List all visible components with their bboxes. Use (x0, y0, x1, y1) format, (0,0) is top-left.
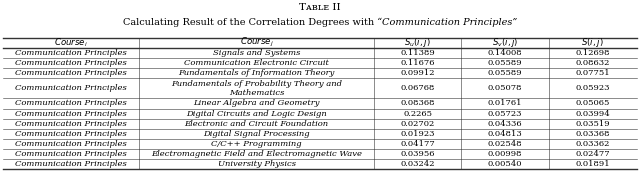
Text: Communication Principles”: Communication Principles” (0, 170, 1, 171)
Text: $S(i,j)$: $S(i,j)$ (581, 36, 604, 49)
Text: 0.12698: 0.12698 (575, 49, 610, 57)
Text: 0.05065: 0.05065 (575, 100, 610, 107)
Text: 0.04177: 0.04177 (400, 140, 435, 148)
Text: Communication Principles: Communication Principles (15, 110, 127, 118)
Text: Digital Signal Processing: Digital Signal Processing (204, 130, 310, 138)
Text: 0.07751: 0.07751 (575, 69, 610, 77)
Text: Communication Electronic Circuit: Communication Electronic Circuit (184, 59, 329, 67)
Text: Calculating Result of the Correlation Degrees with “: Calculating Result of the Correlation De… (0, 170, 1, 171)
Text: Communication Principles: Communication Principles (15, 130, 127, 138)
Text: 0.11389: 0.11389 (400, 49, 435, 57)
Text: 0.05923: 0.05923 (575, 84, 610, 92)
Text: Linear Algebra and Geometry: Linear Algebra and Geometry (193, 100, 320, 107)
Text: 0.03994: 0.03994 (575, 110, 610, 118)
Text: Signals and Systems: Signals and Systems (213, 49, 300, 57)
Text: Communication Principles: Communication Principles (15, 100, 127, 107)
Text: 0.2265: 0.2265 (403, 110, 432, 118)
Text: 0.04336: 0.04336 (488, 120, 522, 128)
Text: Communication Principles: Communication Principles (15, 150, 127, 158)
Text: 0.14008: 0.14008 (488, 49, 522, 57)
Text: Digital Circuits and Logic Design: Digital Circuits and Logic Design (186, 110, 327, 118)
Text: Communication Principles: Communication Principles (15, 120, 127, 128)
Text: Fundamentals of Information Theory: Fundamentals of Information Theory (179, 69, 335, 77)
Text: Communication Principles: Communication Principles (15, 160, 127, 168)
Text: 0.09912: 0.09912 (401, 69, 435, 77)
Text: 0.02702: 0.02702 (401, 120, 435, 128)
Text: Calculating Result of the Correlation Degrees with “: Calculating Result of the Correlation De… (123, 18, 382, 27)
Text: 0.05078: 0.05078 (488, 84, 522, 92)
Text: Communication Principles: Communication Principles (15, 59, 127, 67)
Text: Communication Principles: Communication Principles (15, 49, 127, 57)
Text: 0.03242: 0.03242 (401, 160, 435, 168)
Text: 0.05589: 0.05589 (488, 69, 522, 77)
Text: 0.11676: 0.11676 (401, 59, 435, 67)
Text: Electronic and Circuit Foundation: Electronic and Circuit Foundation (184, 120, 329, 128)
Text: 0.01923: 0.01923 (401, 130, 435, 138)
Text: $\mathit{Course_j}$: $\mathit{Course_j}$ (240, 36, 273, 49)
Text: C/C++ Programming: C/C++ Programming (211, 140, 302, 148)
Text: $\mathit{Course_i}$: $\mathit{Course_i}$ (54, 36, 88, 49)
Text: Communication Principles: Communication Principles (15, 140, 127, 148)
Text: 0.03362: 0.03362 (575, 140, 610, 148)
Text: Communication Principles: Communication Principles (15, 84, 127, 92)
Text: 0.01891: 0.01891 (575, 160, 610, 168)
Text: University Physics: University Physics (218, 160, 296, 168)
Text: 0.05589: 0.05589 (488, 59, 522, 67)
Text: 0.02548: 0.02548 (488, 140, 522, 148)
Text: 0.05723: 0.05723 (488, 110, 522, 118)
Text: $S_u(i,j)$: $S_u(i,j)$ (404, 36, 431, 49)
Text: Calculating Result of the Correlation Degrees with “: Calculating Result of the Correlation De… (0, 170, 1, 171)
Text: Electromagnetic Field and Electromagnetic Wave: Electromagnetic Field and Electromagneti… (151, 150, 362, 158)
Text: 0.00998: 0.00998 (488, 150, 522, 158)
Text: Fundamentals of Probability Theory and
Mathematics: Fundamentals of Probability Theory and M… (171, 80, 342, 97)
Text: 0.02477: 0.02477 (575, 150, 610, 158)
Text: 0.08368: 0.08368 (401, 100, 435, 107)
Text: Communication Principles: Communication Principles (15, 69, 127, 77)
Text: $S_v(i,j)$: $S_v(i,j)$ (492, 36, 518, 49)
Text: 0.01761: 0.01761 (488, 100, 522, 107)
Text: 0.03956: 0.03956 (401, 150, 435, 158)
Text: Communication Principles”: Communication Principles” (382, 18, 517, 27)
Text: 0.08632: 0.08632 (575, 59, 610, 67)
Text: 0.03368: 0.03368 (575, 130, 610, 138)
Text: 0.04813: 0.04813 (488, 130, 522, 138)
Text: 0.06768: 0.06768 (401, 84, 435, 92)
Text: Tᴀʙʟᴇ II: Tᴀʙʟᴇ II (299, 3, 341, 12)
Text: 0.03519: 0.03519 (575, 120, 610, 128)
Text: 0.00540: 0.00540 (488, 160, 522, 168)
